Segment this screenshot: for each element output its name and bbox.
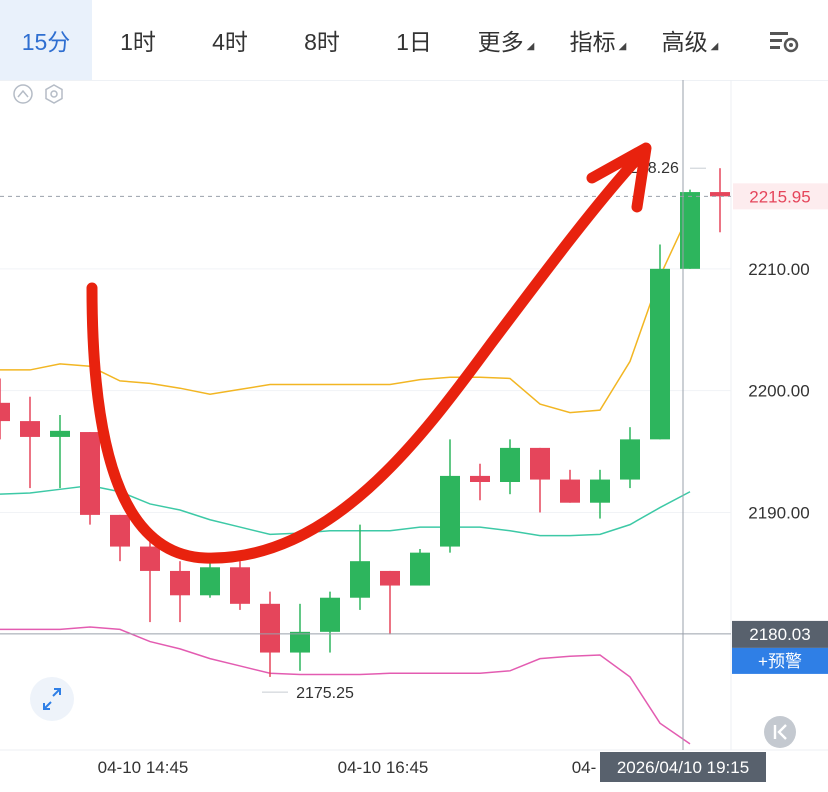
crosshair-price-label: 2180.03 [749,625,810,644]
candle [590,469,610,519]
price-alert-button[interactable] [732,647,828,674]
candle-body [140,546,160,571]
tab-1day[interactable]: 1日 [396,29,432,55]
candle-body [500,447,520,482]
tab-4hour[interactable]: 4时 [212,29,248,55]
candle [290,603,310,671]
candle [170,561,190,623]
candle [530,447,550,513]
candle-body [620,439,640,480]
timeframe-toolbar: 15分 1时 4时 8时 1日 更多 ◢ 指标 ◢ 高级 ◢ [0,0,828,81]
advanced-label: 高级 [661,29,708,55]
candle-body [50,430,70,437]
grid-lines [0,268,731,513]
y-tick-label: 2210.00 [748,260,809,279]
candle-body [530,447,550,480]
candle [50,415,70,489]
candle-body [110,514,130,547]
x-tick-label: 04-10 14:45 [98,758,189,777]
indicators-caret-icon: ◢ [618,40,627,52]
indicators-dropdown[interactable]: 指标 ◢ [552,0,644,80]
crosshair-time-badge [600,752,766,782]
candle [710,168,730,233]
candle-body [470,475,490,482]
candle [620,427,640,489]
scroll-to-latest-button[interactable] [764,716,796,748]
bollinger-upper-line [0,211,691,414]
candle [680,189,700,269]
candle-body [320,597,340,632]
candle [140,536,160,623]
candle [410,549,430,586]
annotation-arrow-head [586,142,652,213]
candle-body [350,561,370,598]
advanced-caret-icon: ◢ [710,40,719,52]
candle [200,561,220,598]
candle-body [380,570,400,586]
candle [110,514,130,562]
candle [380,570,400,635]
fullscreen-button[interactable] [30,677,74,721]
candle [650,244,670,440]
current-price-badge [733,183,828,210]
candle [80,432,100,525]
low-price-label: 2175.25 [296,685,354,702]
tab-8hour[interactable]: 8时 [304,29,340,55]
candle-body [170,570,190,596]
more-label: 更多 [477,29,524,55]
annotation-arrow [86,152,644,564]
bollinger-lower-line [0,626,691,745]
candle-body [290,631,310,653]
candle-body [590,479,610,503]
jump-latest-icon [773,724,787,740]
current-price-label: 2215.95 [749,187,810,206]
candle-body [20,421,40,437]
candle [230,561,250,610]
expand-icon [43,688,61,710]
x-tick-label: 04- [572,758,597,777]
crosshair-price-badge [732,620,828,648]
x-tick-label: 04-10 16:45 [338,758,429,777]
y-tick-label: 2200.00 [748,382,809,401]
more-dropdown[interactable]: 更多 ◢ [460,0,552,80]
collapse-indicator-icon[interactable] [13,84,33,104]
candle-body [410,552,430,586]
candle [0,378,10,440]
candle [470,463,490,501]
candle [350,524,370,610]
candle-body [710,192,730,197]
indicator-settings-icon[interactable] [45,84,63,104]
candle-body [80,432,100,515]
more-caret-icon: ◢ [526,40,535,52]
candle-body [230,567,250,604]
candlesticks [0,168,730,677]
candle-body [440,475,460,547]
bollinger-bands [0,211,691,745]
candle-body [200,567,220,596]
price-alert-label[interactable]: +预警 [758,652,802,671]
candle-body [0,402,10,422]
candle [440,439,460,553]
y-tick-label: 2190.00 [748,503,809,522]
candle [500,439,520,495]
candle [20,396,40,489]
candle-body [260,603,280,653]
candle-body [560,479,580,503]
crosshair-time-label: 2026/04/10 19:15 [617,758,749,777]
candle-body [650,268,670,440]
candle [560,469,580,503]
candle-body [680,192,700,269]
tab-15min[interactable]: 15分 [0,0,92,80]
indicators-label: 指标 [569,29,616,55]
candle [320,591,340,653]
chart-settings-icon[interactable] [768,26,800,56]
tab-1hour[interactable]: 1时 [120,29,156,55]
advanced-dropdown[interactable]: 高级 ◢ [644,0,736,80]
